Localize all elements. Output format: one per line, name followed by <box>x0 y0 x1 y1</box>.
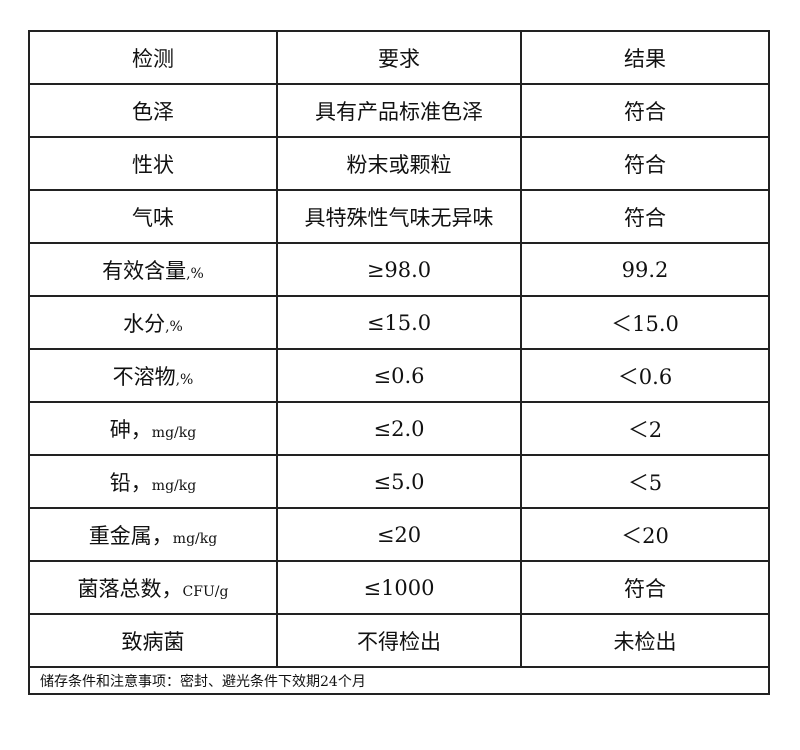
item-name: 致病菌 <box>121 629 185 654</box>
item-name: 菌落总数， <box>77 576 183 601</box>
item-name: 水分 <box>123 311 166 336</box>
requirement-cell: ≤0.6 <box>276 348 522 403</box>
result-cell: 符合 <box>520 136 770 191</box>
item-cell: 水分,% <box>28 295 278 350</box>
storage-note: 储存条件和注意事项：密封、避光条件下效期24个月 <box>28 666 770 695</box>
item-cell: 气味 <box>28 189 278 244</box>
item-cell: 色泽 <box>28 83 278 138</box>
requirement-cell: 具特殊性气味无异味 <box>276 189 522 244</box>
result-cell: ＜20 <box>520 507 770 562</box>
item-name: 砷， <box>109 417 152 442</box>
result-cell: 符合 <box>520 560 770 615</box>
requirement-cell: ≤2.0 <box>276 401 522 456</box>
table-row: 不溶物,% ≤0.6 ＜0.6 <box>28 348 770 403</box>
header-cell: 结果 <box>520 30 770 85</box>
table-row: 致病菌 不得检出 未检出 <box>28 613 770 668</box>
table-row: 水分,% ≤15.0 ＜15.0 <box>28 295 770 350</box>
item-cell: 重金属，mg/kg <box>28 507 278 562</box>
result-cell: 符合 <box>520 189 770 244</box>
table-row: 砷，mg/kg ≤2.0 ＜2 <box>28 401 770 456</box>
result-cell: 未检出 <box>520 613 770 668</box>
table-row: 铅，mg/kg ≤5.0 ＜5 <box>28 454 770 509</box>
requirement-cell: ≥98.0 <box>276 242 522 297</box>
header-cell: 要求 <box>276 30 522 85</box>
item-unit: mg/kg <box>172 530 218 547</box>
item-unit: ,% <box>175 371 194 388</box>
table-row: 气味 具特殊性气味无异味 符合 <box>28 189 770 244</box>
requirement-cell: 不得检出 <box>276 613 522 668</box>
item-name: 重金属， <box>88 523 173 548</box>
result-cell: 符合 <box>520 83 770 138</box>
item-name: 有效含量 <box>102 258 187 283</box>
item-name: 铅， <box>109 470 152 495</box>
requirement-cell: 粉末或颗粒 <box>276 136 522 191</box>
item-unit: ,% <box>186 265 204 282</box>
table-row: 重金属，mg/kg ≤20 ＜20 <box>28 507 770 562</box>
item-name: 性状 <box>132 152 174 177</box>
result-cell: 99.2 <box>520 242 770 297</box>
item-unit: mg/kg <box>151 424 197 441</box>
item-cell: 菌落总数，CFU/g <box>28 560 278 615</box>
inspection-table: 检测 要求 结果 色泽 具有产品标准色泽 符合 性状 粉末或颗粒 符合 气味 具特殊… <box>28 30 770 695</box>
result-cell: ＜15.0 <box>520 295 770 350</box>
result-cell: ＜2 <box>520 401 770 456</box>
item-name: 色泽 <box>132 99 174 124</box>
item-unit: mg/kg <box>151 477 197 494</box>
requirement-cell: 具有产品标准色泽 <box>276 83 522 138</box>
table-row: 性状 粉末或颗粒 符合 <box>28 136 770 191</box>
item-cell: 铅，mg/kg <box>28 454 278 509</box>
requirement-cell: ≤5.0 <box>276 454 522 509</box>
item-name: 气味 <box>132 205 174 230</box>
result-cell: ＜0.6 <box>520 348 770 403</box>
footer-row: 储存条件和注意事项：密封、避光条件下效期24个月 <box>28 666 770 695</box>
item-unit: CFU/g <box>182 583 229 600</box>
table-row: 色泽 具有产品标准色泽 符合 <box>28 83 770 138</box>
requirement-cell: ≤1000 <box>276 560 522 615</box>
header-row: 检测 要求 结果 <box>28 30 770 85</box>
item-cell: 砷，mg/kg <box>28 401 278 456</box>
requirement-cell: ≤20 <box>276 507 522 562</box>
item-name: 不溶物 <box>112 364 176 389</box>
result-cell: ＜5 <box>520 454 770 509</box>
requirement-cell: ≤15.0 <box>276 295 522 350</box>
table-row: 菌落总数，CFU/g ≤1000 符合 <box>28 560 770 615</box>
table-row: 有效含量,% ≥98.0 99.2 <box>28 242 770 297</box>
item-cell: 性状 <box>28 136 278 191</box>
header-cell: 检测 <box>28 30 278 85</box>
item-unit: ,% <box>165 318 183 335</box>
item-cell: 不溶物,% <box>28 348 278 403</box>
item-cell: 致病菌 <box>28 613 278 668</box>
item-cell: 有效含量,% <box>28 242 278 297</box>
